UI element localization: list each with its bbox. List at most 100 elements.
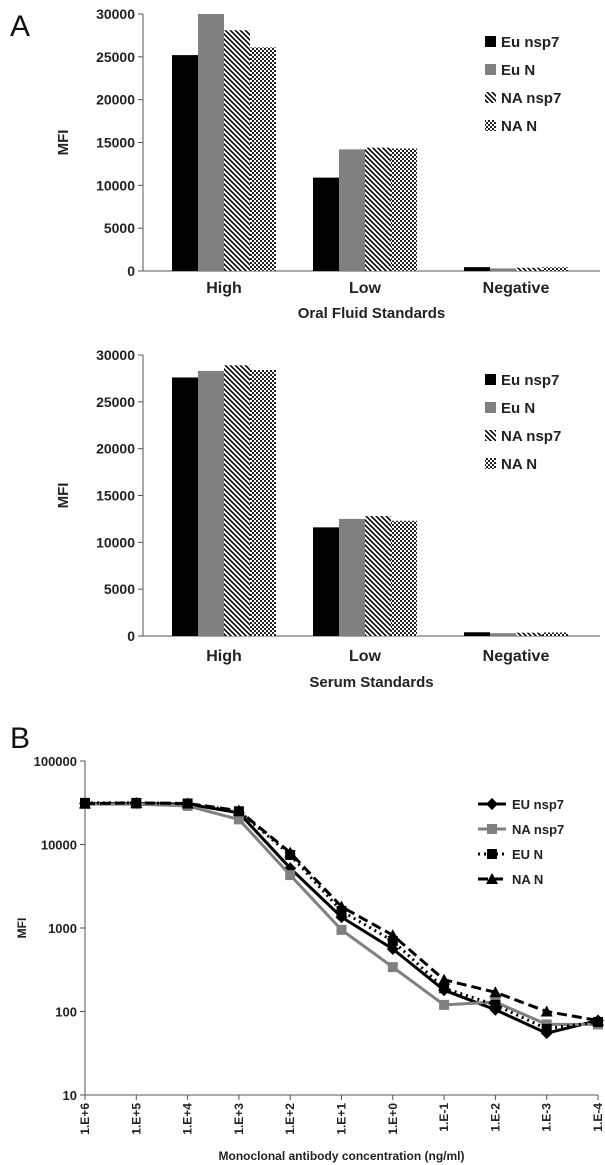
y-tick-label: 15000: [96, 488, 135, 504]
bar-eu-nsp7-negative: [464, 632, 490, 636]
x-category-label: Low: [349, 280, 382, 297]
bar-eu-nsp7-low: [313, 527, 339, 636]
legend-label: NA N: [501, 118, 537, 135]
legend-swatch: [485, 430, 496, 441]
bar-na-nsp7-low: [365, 516, 391, 636]
legend-label: Eu nsp7: [501, 372, 559, 389]
y-tick-label: 100000: [34, 754, 77, 769]
point-na-nsp7: [439, 1000, 449, 1010]
bar-na-n-negative: [542, 267, 568, 271]
point-na-nsp7: [285, 870, 295, 880]
bar-eu-n-negative: [490, 268, 516, 271]
x-category-label: High: [206, 648, 242, 665]
point-eu-n: [542, 1024, 552, 1034]
legend-label: NA N: [512, 872, 543, 887]
y-tick-label: 5000: [104, 220, 135, 236]
bar-eu-nsp7-high: [172, 55, 198, 271]
legend-marker-na-nsp7: [487, 824, 497, 834]
x-tick-label: 1.E+5: [129, 1103, 143, 1135]
legend-swatch: [485, 36, 496, 47]
legend-swatch: [485, 64, 496, 75]
bar-eu-nsp7-low: [313, 178, 339, 271]
y-tick-label: 10000: [96, 534, 135, 550]
x-category-label: Low: [349, 648, 382, 665]
legend-marker-eu-n: [487, 849, 497, 859]
x-tick-label: 1.E+3: [232, 1103, 246, 1135]
bar-eu-n-high: [198, 14, 224, 271]
point-na-nsp7: [337, 925, 347, 935]
bar-eu-nsp7-negative: [464, 267, 490, 271]
y-tick-label: 0: [127, 628, 135, 644]
x-tick-label: 1.E-2: [488, 1103, 502, 1132]
x-tick-label: 1.E+0: [386, 1103, 400, 1135]
panel-b-label: B: [10, 722, 30, 755]
x-tick-label: 1.E-3: [540, 1103, 554, 1132]
y-tick-label: 1000: [48, 921, 77, 936]
legend-label: Eu N: [501, 62, 535, 79]
legend-swatch: [485, 374, 496, 385]
legend-label: Eu nsp7: [501, 34, 559, 51]
legend-label: Eu N: [501, 400, 535, 417]
y-tick-label: 100: [55, 1005, 77, 1020]
x-axis-label: Monoclonal antibody concentration (ng/ml…: [219, 1149, 465, 1163]
legend-label: NA nsp7: [512, 822, 564, 837]
y-axis-label: MFI: [55, 483, 72, 509]
bar-eu-n-low: [339, 519, 365, 636]
bar-na-nsp7-negative: [516, 633, 542, 636]
bar-eu-n-low: [339, 149, 365, 271]
bar-na-n-high: [250, 370, 276, 636]
bar-na-n-low: [391, 521, 417, 636]
x-tick-label: 1.E+1: [335, 1103, 349, 1135]
x-tick-label: 1.E+6: [78, 1103, 92, 1135]
y-tick-label: 25000: [96, 49, 135, 65]
y-tick-label: 5000: [104, 581, 135, 597]
legend-label: NA nsp7: [501, 428, 561, 445]
legend-label: NA nsp7: [501, 90, 561, 107]
bar-na-nsp7-low: [365, 148, 391, 271]
y-tick-label: 10: [63, 1088, 77, 1103]
bar-eu-n-high: [198, 371, 224, 636]
y-tick-label: 30000: [96, 6, 135, 22]
bar-na-n-negative: [542, 632, 568, 636]
y-tick-label: 25000: [96, 394, 135, 410]
bar-eu-nsp7-high: [172, 377, 198, 636]
legend-swatch: [485, 92, 496, 103]
bar-na-nsp7-high: [224, 30, 250, 271]
y-axis-label: MFI: [15, 918, 29, 939]
bar-na-nsp7-negative: [516, 268, 542, 271]
point-na-nsp7: [388, 962, 398, 972]
bar-eu-n-negative: [490, 633, 516, 636]
legend-label: EU nsp7: [512, 797, 564, 812]
y-tick-label: 20000: [96, 92, 135, 108]
panel-a-label: A: [10, 10, 30, 43]
x-tick-label: 1.E+2: [283, 1103, 297, 1135]
point-na-n: [387, 929, 399, 940]
legend-marker-eu-nsp7: [486, 798, 498, 810]
x-category-label: Negative: [483, 648, 550, 665]
x-category-label: Negative: [483, 280, 550, 297]
y-axis-label: MFI: [55, 130, 72, 156]
bar-na-n-high: [250, 47, 276, 271]
legend-swatch: [485, 120, 496, 131]
x-axis-label: Oral Fluid Standards: [298, 305, 446, 322]
y-tick-label: 15000: [96, 135, 135, 151]
x-tick-label: 1.E+4: [181, 1103, 195, 1135]
y-tick-label: 0: [127, 263, 135, 279]
x-axis-label: Serum Standards: [309, 674, 433, 691]
point-na-n: [438, 974, 450, 985]
legend-label: NA N: [501, 456, 537, 473]
bar-na-n-low: [391, 148, 417, 271]
y-tick-label: 10000: [96, 177, 135, 193]
y-tick-label: 10000: [41, 838, 77, 853]
bar-na-nsp7-high: [224, 365, 250, 636]
y-tick-label: 20000: [96, 441, 135, 457]
legend-swatch: [485, 402, 496, 413]
point-eu-n: [490, 1000, 500, 1010]
y-tick-label: 30000: [96, 347, 135, 363]
x-tick-label: 1.E-1: [437, 1103, 451, 1132]
legend-label: EU N: [512, 847, 543, 862]
x-category-label: High: [206, 280, 242, 297]
legend-swatch: [485, 458, 496, 469]
x-tick-label: 1.E-4: [591, 1103, 605, 1132]
